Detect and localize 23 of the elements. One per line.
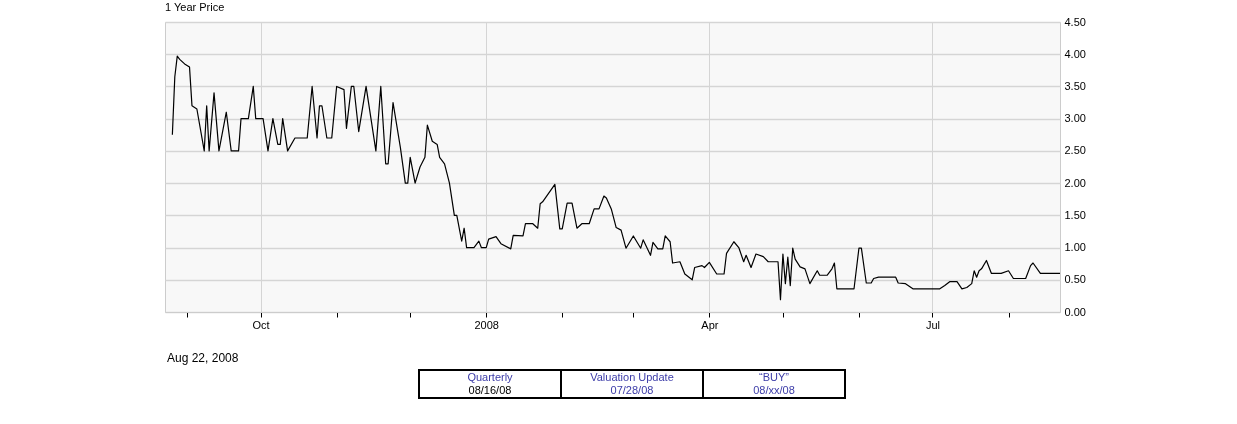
y-tick-label: 1.50 [1064, 208, 1086, 221]
y-tick-label: 0.50 [1064, 273, 1086, 286]
y-tick-label: 2.00 [1064, 176, 1086, 189]
y-tick-label: 3.00 [1064, 112, 1086, 125]
y-tick-label: 4.00 [1064, 47, 1086, 60]
text: Valuation Update [589, 371, 675, 384]
text: Quarterly [466, 371, 514, 384]
x-tick-label: Oct [252, 318, 270, 331]
line-series [171, 55, 1061, 301]
text: “BUY” [758, 371, 790, 384]
y-tick-label: 1.00 [1064, 241, 1086, 254]
y-tick-label: 0.00 [1064, 305, 1086, 318]
y-tick-label: 2.50 [1064, 144, 1086, 157]
y-tick-label: 4.50 [1064, 15, 1086, 28]
x-tick-label: Apr [701, 318, 719, 331]
text: 08/16/08 [467, 384, 513, 397]
y-tick-label: 3.50 [1064, 79, 1086, 92]
x-tick-label: Jul [925, 318, 941, 331]
x-tick-label: 2008 [474, 318, 499, 331]
chart-title: 1 Year Price [165, 1, 225, 13]
text: 07/28/08 [609, 384, 655, 397]
text: Aug 22, 2008 [167, 351, 239, 365]
text: 08/xx/08 [752, 384, 796, 397]
